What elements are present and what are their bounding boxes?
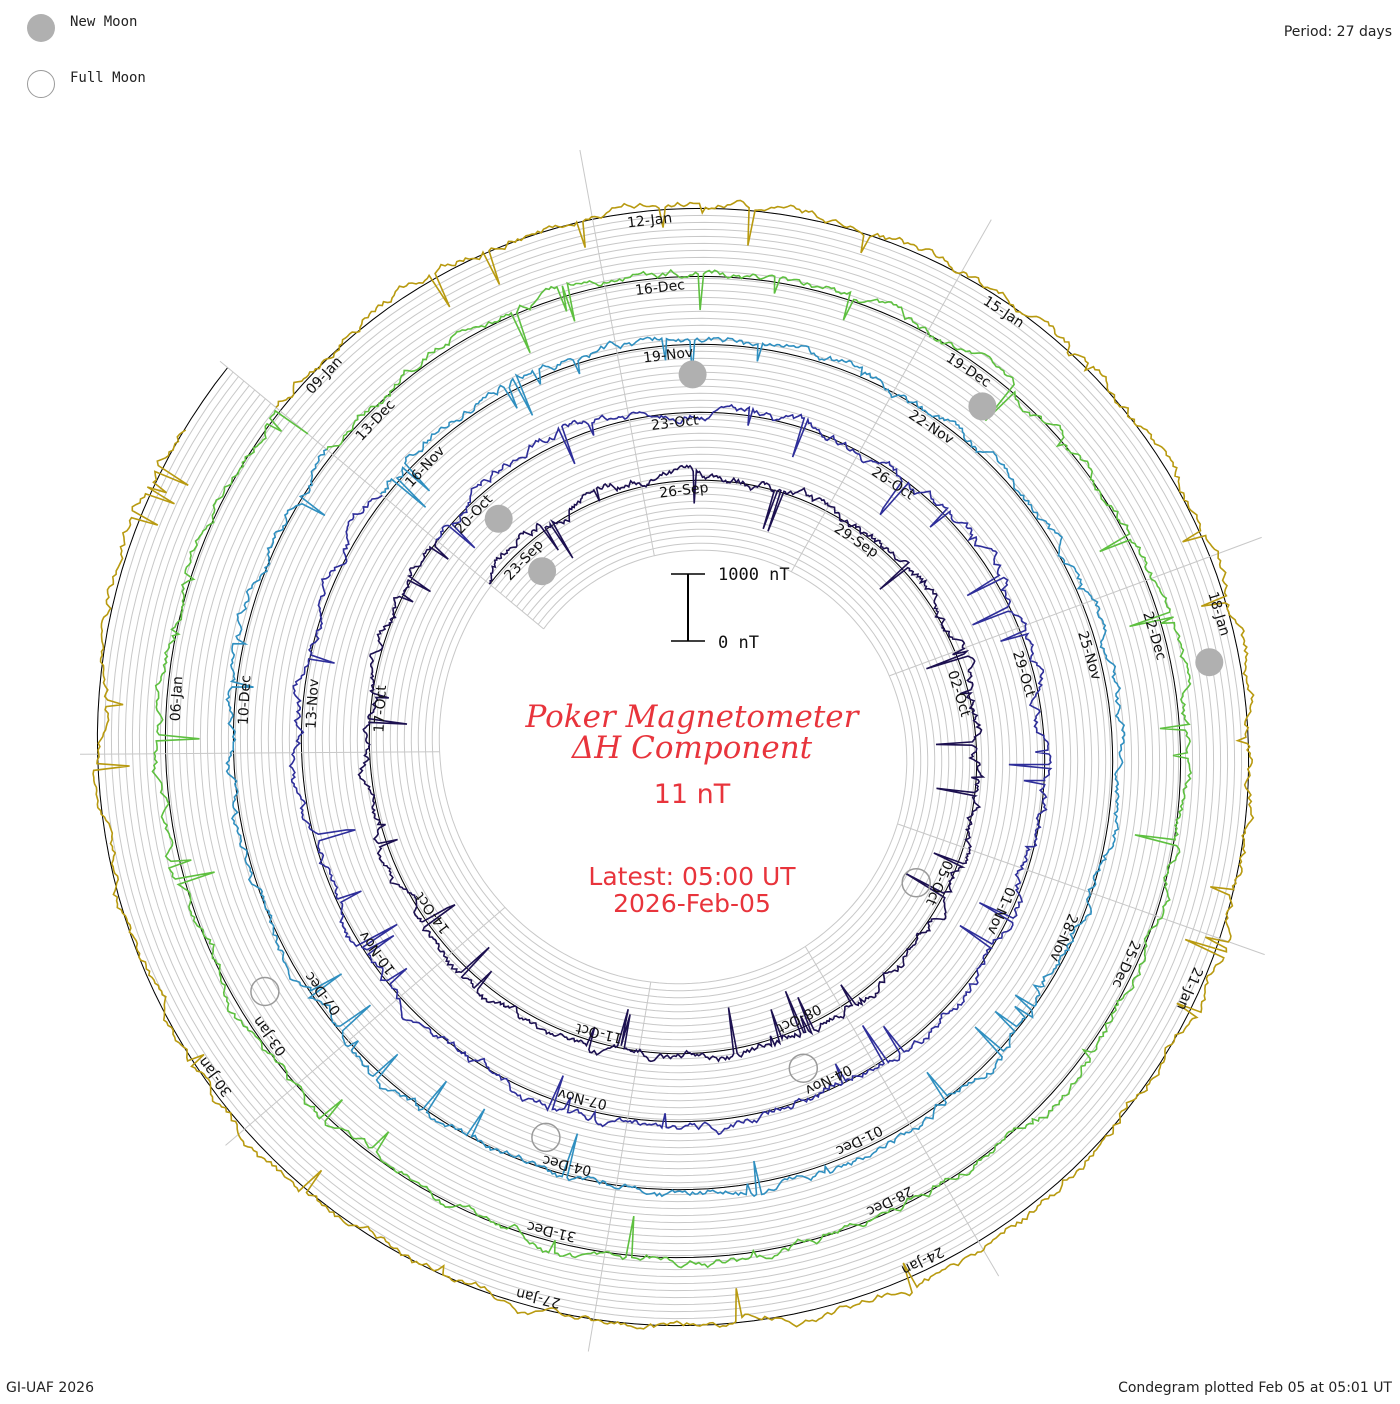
full-moon-swatch: [27, 70, 55, 98]
series-trace-rev-2: [288, 403, 1053, 1136]
date-label: 10-Dec: [236, 675, 255, 726]
grid-spiral: [96, 207, 1250, 1327]
full-moon-marker: [531, 1122, 561, 1153]
radial-spoke: [897, 823, 1265, 956]
new-moon-marker: [484, 504, 513, 533]
series-layer: [92, 199, 1255, 1330]
grid-spiral: [131, 242, 1215, 1292]
radial-spoke: [79, 751, 440, 755]
new-moon-marker: [968, 392, 997, 421]
date-label: 28-Dec: [864, 1182, 916, 1219]
chart-title: Poker Magnetometer: [525, 699, 861, 735]
new-moon-marker: [1195, 648, 1224, 677]
series-trace-rev-1: [357, 464, 986, 1063]
radial-spoke: [804, 946, 1000, 1277]
baseline-spiral: [96, 207, 1250, 1327]
series-trace-rev-5: [92, 199, 1255, 1330]
new-moon-label: New Moon: [70, 14, 138, 30]
grid-spiral: [145, 256, 1201, 1278]
full-moon-marker: [250, 976, 280, 1007]
full-moon-label: Full Moon: [70, 70, 146, 86]
date-label: 12-Jan: [626, 210, 673, 231]
chart-subtitle: ΔH Component: [571, 730, 813, 766]
full-moon-marker: [901, 867, 931, 898]
period-label: Period: 27 days: [1283, 24, 1392, 40]
new-moon-swatch: [27, 14, 55, 42]
grid-spiral: [166, 277, 1180, 1257]
scale-bottom-label: 0 nT: [718, 633, 759, 653]
grid-spiral: [103, 214, 1243, 1320]
latest-time: Latest: 05:00 UT: [588, 862, 796, 891]
grid-spiral: [152, 263, 1194, 1271]
new-moon-marker: [678, 360, 707, 389]
date-label: 04-Nov: [802, 1061, 854, 1098]
date-label: 27-Jan: [514, 1285, 562, 1311]
date-label: 06-Jan: [168, 676, 187, 722]
series-trace-rev-3: [225, 336, 1126, 1198]
current-value: 11 nT: [654, 779, 731, 810]
scale-bar: 1000 nT 0 nT: [671, 565, 790, 653]
date-label: 16-Dec: [634, 277, 686, 299]
credit-label: GI-UAF 2026: [6, 1380, 94, 1396]
grid-spiral: [124, 235, 1222, 1299]
radial-spoke: [889, 536, 1262, 677]
date-label: 31-Dec: [525, 1218, 577, 1245]
radial-spoke: [587, 981, 652, 1352]
date-label: 26-Sep: [658, 480, 709, 502]
new-moon-marker: [528, 557, 557, 586]
date-label: 23-Oct: [650, 412, 700, 434]
date-label: 19-Nov: [642, 345, 694, 367]
radial-spoke: [225, 907, 506, 1146]
full-moon-marker: [788, 1053, 819, 1083]
moon-layer: [250, 360, 1224, 1153]
plotted-label: Condegram plotted Feb 05 at 05:01 UT: [1118, 1380, 1392, 1396]
series-trace-rev-4: [151, 268, 1193, 1269]
date-label: 11-Oct: [574, 1019, 624, 1046]
grid-spiral: [110, 221, 1236, 1313]
grid-spiral: [117, 228, 1229, 1306]
date-label: 17-Oct: [371, 684, 390, 733]
scale-top-label: 1000 nT: [718, 565, 790, 585]
date-label: 13-Nov: [304, 678, 323, 729]
grid-spiral: [138, 249, 1208, 1285]
latest-date: 2026-Feb-05: [613, 889, 771, 918]
